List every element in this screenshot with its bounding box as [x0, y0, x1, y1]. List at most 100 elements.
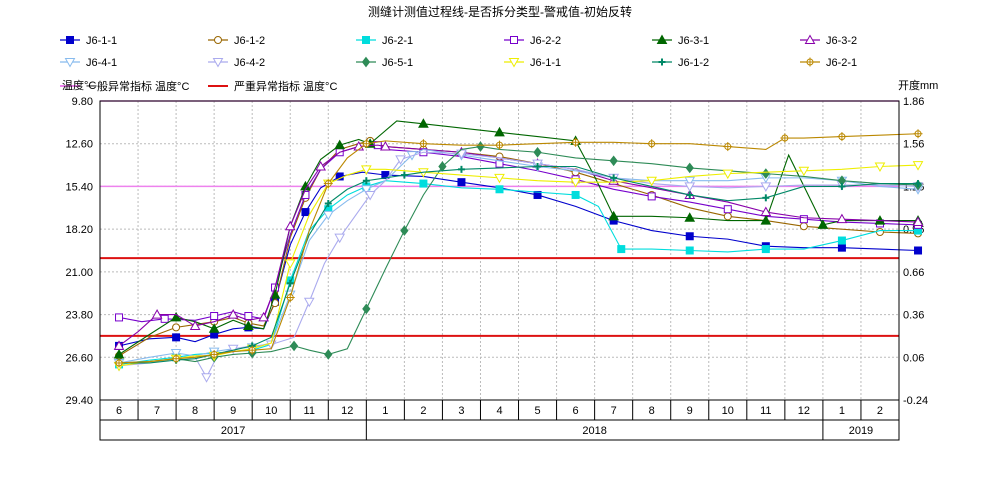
year-label: 2018	[582, 425, 606, 437]
data-point	[617, 245, 626, 254]
data-point	[913, 129, 923, 139]
month-label: 6	[573, 405, 579, 417]
data-point	[609, 155, 618, 167]
data-point	[646, 176, 658, 187]
data-point	[647, 139, 657, 149]
legend-item: J6-5-1	[356, 56, 413, 69]
left-tick-label: 26.60	[65, 352, 93, 364]
data-point	[362, 303, 371, 315]
year-label: 2019	[849, 425, 873, 437]
legend-marker	[361, 56, 371, 68]
data-point	[534, 162, 542, 170]
legend-label: J6-4-1	[86, 57, 117, 69]
legend-item: J6-2-1	[356, 35, 413, 47]
data-point	[760, 182, 772, 192]
legend: J6-1-1 J6-1-2 J6-2-1 J6-2-2 J6-3-1 J6-3-2 J6-4…	[60, 34, 857, 69]
data-point	[914, 180, 922, 188]
month-label: 11	[760, 405, 771, 417]
left-tick-label: 15.40	[65, 181, 93, 193]
legend-marker	[804, 34, 816, 44]
legend-label: J6-3-1	[678, 35, 709, 47]
legend-item: J6-1-2	[208, 35, 265, 47]
data-point	[799, 222, 808, 231]
right-tick-label: -0.24	[903, 395, 928, 407]
legend-item: J6-4-1	[60, 57, 117, 69]
data-point	[723, 212, 732, 221]
data-point	[608, 210, 619, 221]
data-point	[912, 216, 924, 227]
data-point	[208, 323, 220, 333]
data-point	[360, 185, 372, 195]
legend-label: J6-2-1	[382, 35, 413, 47]
year-row	[99, 419, 900, 441]
data-point	[533, 146, 542, 158]
data-point	[760, 206, 772, 217]
legend-marker	[64, 58, 76, 68]
data-point	[571, 190, 580, 199]
data-point	[570, 178, 581, 188]
data-point	[160, 314, 169, 323]
month-label: 12	[341, 405, 353, 417]
series-J6-3-2-right	[113, 141, 924, 350]
month-label: 1	[382, 405, 388, 417]
data-point	[113, 340, 125, 350]
month-label: 10	[265, 405, 277, 417]
data-point	[837, 243, 846, 252]
month-label: 7	[611, 405, 617, 417]
data-point	[495, 185, 504, 194]
data-point	[837, 236, 846, 245]
month-label: 12	[798, 405, 810, 417]
data-point	[362, 177, 370, 185]
data-point	[495, 140, 504, 150]
legend-item: J6-1-1	[504, 57, 561, 69]
data-point	[837, 132, 847, 142]
data-point	[494, 173, 505, 184]
data-point	[722, 169, 734, 180]
data-point	[684, 182, 696, 192]
legend-label: J6-2-1	[826, 57, 857, 69]
data-point	[170, 311, 182, 322]
legend-marker	[805, 57, 815, 67]
data-point	[115, 313, 124, 322]
data-point	[762, 194, 770, 202]
data-point	[286, 279, 294, 287]
data-point	[761, 245, 770, 254]
legend-item: J6-1-2	[652, 57, 709, 69]
left-tick-label: 9.80	[72, 96, 93, 108]
month-label: 3	[458, 405, 464, 417]
data-point	[494, 126, 505, 137]
legend-marker	[658, 58, 666, 66]
data-point	[400, 171, 408, 179]
data-point	[571, 137, 581, 147]
data-point	[760, 215, 772, 225]
month-label: 9	[230, 405, 236, 417]
series-line	[118, 144, 919, 347]
series-group	[113, 118, 924, 383]
data-point	[172, 333, 181, 342]
data-point	[874, 162, 886, 173]
reference-legend-item: 严重异常指标 温度°C	[208, 79, 337, 93]
left-axis-ticks: 9.80 12.60 15.40 18.20 21.00 23.80 26.60 29.40	[65, 96, 93, 407]
data-point	[395, 155, 406, 165]
data-point	[685, 246, 694, 255]
legend-item: J6-2-2	[504, 35, 561, 47]
right-tick-label: 0.06	[903, 352, 924, 364]
data-point	[817, 219, 829, 229]
legend-item: J6-3-2	[800, 34, 857, 47]
data-point	[419, 179, 428, 188]
left-tick-label: 23.80	[65, 310, 93, 322]
data-point	[684, 176, 696, 187]
series-line	[118, 120, 919, 355]
data-point	[456, 149, 467, 160]
data-point	[247, 345, 257, 355]
data-point	[836, 213, 848, 224]
legend-item: J6-3-1	[652, 34, 709, 47]
data-point	[686, 191, 694, 199]
left-tick-label: 21.00	[65, 267, 93, 279]
data-point	[457, 178, 466, 187]
year-label: 2017	[221, 425, 245, 437]
reference-legend-label: 一般异常指标 温度°C	[86, 79, 189, 93]
legend-marker	[212, 58, 224, 68]
data-point	[243, 320, 254, 330]
month-label: 4	[496, 405, 502, 417]
